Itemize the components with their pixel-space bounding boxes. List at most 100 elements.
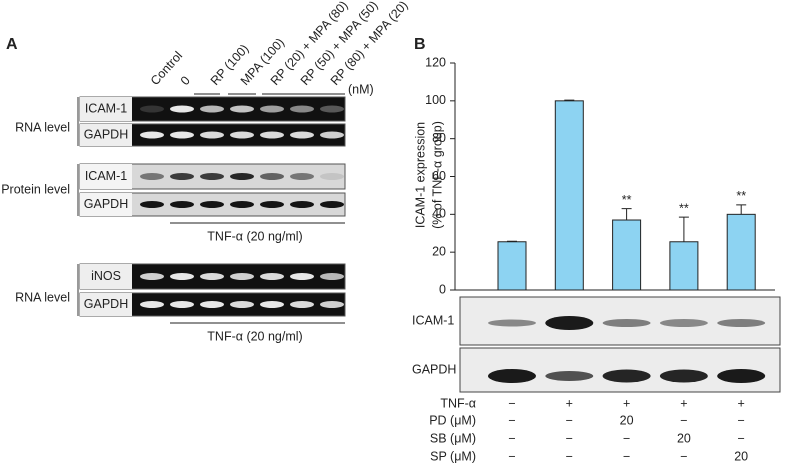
condition-cell: − — [623, 431, 630, 445]
blot-band — [230, 201, 254, 208]
blot-band — [200, 173, 224, 180]
blot-label-bg — [80, 164, 132, 189]
error-bar — [507, 240, 517, 242]
blot-band — [290, 173, 314, 180]
blot-band — [230, 131, 254, 139]
condition-cell: − — [508, 431, 515, 445]
blot-band — [170, 301, 194, 308]
y-tick-label: 80 — [432, 131, 446, 145]
bar — [669, 241, 699, 291]
blot-label: GAPDH — [412, 362, 456, 376]
blot-band — [200, 301, 224, 308]
condition-cell: − — [680, 413, 687, 427]
blot-band — [170, 273, 194, 280]
y-axis-label: ICAM-1 expression — [413, 122, 427, 228]
blot-band — [170, 131, 194, 139]
error-bar — [736, 204, 747, 215]
blot-band — [200, 273, 224, 280]
blot-band — [602, 369, 651, 383]
blot-band — [140, 301, 164, 308]
blot-band — [602, 319, 651, 327]
condition-cell: − — [680, 449, 687, 463]
blot-label: ICAM-1 — [412, 313, 454, 327]
blot-band — [320, 201, 344, 208]
blot-band — [230, 173, 254, 180]
treatment-label: TNF-α (20 ng/ml) — [207, 329, 302, 343]
condition-cell: − — [566, 431, 573, 445]
condition-cell: 20 — [620, 413, 634, 427]
blot-label: iNOS — [91, 269, 121, 283]
blot-band — [170, 173, 194, 180]
lane-label: Control — [148, 49, 185, 88]
blot-band — [200, 105, 224, 113]
panel-label: A — [6, 36, 18, 53]
error-bar — [678, 216, 689, 242]
blot-label-bg — [80, 293, 132, 316]
condition-cell: + — [680, 396, 687, 410]
blot-band — [230, 105, 254, 113]
condition-cell: − — [566, 449, 573, 463]
condition-cell: − — [508, 396, 515, 410]
blot-band — [260, 301, 284, 308]
blot-band — [260, 201, 284, 208]
blot-label: GAPDH — [84, 297, 128, 311]
condition-cell: + — [623, 396, 630, 410]
blot-band — [200, 131, 224, 139]
group-label: RNA level — [15, 290, 70, 304]
blot-band — [545, 371, 594, 381]
blot-band — [140, 273, 164, 280]
blot-band — [260, 131, 284, 139]
y-tick-label: 100 — [425, 93, 446, 107]
condition-cell: − — [738, 431, 745, 445]
condition-cell: − — [566, 413, 573, 427]
unit-label: (nM) — [348, 82, 374, 96]
blot-label: ICAM-1 — [85, 101, 127, 115]
blot-band — [260, 105, 284, 113]
blot-band — [140, 131, 164, 139]
condition-cell: − — [508, 449, 515, 463]
treatment-label: TNF-α (20 ng/ml) — [207, 229, 302, 243]
blot-band — [290, 273, 314, 280]
lane-label: 0 — [178, 73, 193, 88]
significance: ** — [736, 189, 746, 203]
blot-band — [170, 201, 194, 208]
blot-band — [290, 201, 314, 208]
blot-band — [320, 273, 344, 280]
error-bar — [564, 99, 575, 101]
y-tick-label: 120 — [425, 55, 446, 69]
blot-band — [717, 369, 766, 383]
blot-band — [488, 369, 536, 383]
blot-label-bg — [80, 124, 132, 146]
significance: ** — [622, 193, 632, 207]
blot-band — [140, 173, 164, 180]
condition-cell: − — [738, 413, 745, 427]
error-bar — [621, 208, 632, 221]
blot-band — [290, 131, 314, 139]
condition-cell: + — [566, 396, 573, 410]
bar — [612, 219, 642, 291]
blot-band — [230, 273, 254, 280]
blot-label-bg — [80, 264, 132, 289]
condition-label: SP (μM) — [430, 449, 476, 463]
blot-band — [488, 319, 536, 327]
bar — [726, 213, 756, 291]
blot-band — [320, 131, 344, 139]
bar — [497, 241, 527, 291]
condition-cell: − — [508, 413, 515, 427]
blot-band — [320, 173, 344, 180]
y-tick-label: 60 — [432, 169, 446, 183]
blot-label-bg — [80, 97, 132, 121]
blot-band — [200, 201, 224, 208]
blot-band — [260, 273, 284, 280]
blot-band — [140, 105, 164, 113]
blot-band — [290, 301, 314, 308]
blot-label: ICAM-1 — [85, 169, 127, 183]
group-label: Protein level — [1, 182, 70, 196]
y-tick-label: 0 — [439, 282, 446, 296]
y-axis-label: (% of TNF-α group) — [430, 121, 444, 229]
group-label: RNA level — [15, 120, 70, 134]
blot-band — [659, 369, 708, 383]
blot-band — [230, 301, 254, 308]
significance: ** — [679, 201, 689, 215]
